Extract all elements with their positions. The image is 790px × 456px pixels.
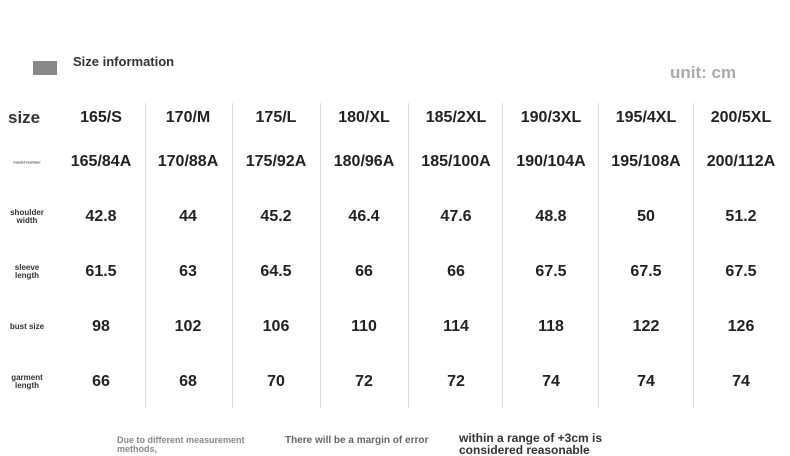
column-divider [408, 103, 409, 408]
row-label: sleeve length [14, 263, 40, 280]
table-cell: 170/M [165, 109, 211, 126]
table-cell: 106 [262, 318, 290, 335]
table-cell: 110 [351, 318, 377, 335]
table-cell: 47.6 [440, 208, 472, 225]
row-label: model number [13, 159, 41, 165]
table-cell: 122 [632, 318, 660, 335]
table-cell: 74 [732, 373, 750, 390]
column-divider [232, 103, 233, 408]
table-cell: 114 [443, 318, 469, 335]
table-cell: 175/L [255, 109, 297, 126]
footer-note: within a range of +3cm is considered rea… [459, 431, 603, 456]
table-cell: 72 [447, 373, 465, 390]
unit: unit: cm [670, 63, 737, 82]
table-cell: 67.5 [535, 263, 567, 280]
table-cell: 63 [179, 263, 197, 280]
title-marker [33, 61, 57, 75]
table-cell: 190/3XL [520, 109, 582, 126]
table-cell: 67.5 [630, 263, 662, 280]
column-divider [502, 103, 503, 408]
table-cell: 200/112A [706, 153, 776, 170]
table-cell: 51.2 [725, 208, 757, 225]
table-cell: 200/5XL [710, 109, 772, 126]
table-cell: 195/108A [611, 153, 681, 170]
table-cell: 66 [447, 263, 465, 280]
table-cell: 102 [174, 318, 202, 335]
table-cell: 61.5 [85, 263, 117, 280]
table-cell: 67.5 [725, 263, 757, 280]
table-cell: 165/S [80, 109, 122, 126]
table-cell: 180/XL [338, 109, 390, 126]
table-cell: 118 [538, 318, 564, 335]
table-cell: 64.5 [260, 263, 292, 280]
column-divider [598, 103, 599, 408]
table-cell: 195/4XL [615, 109, 677, 126]
row-label: garment length [11, 373, 43, 390]
table-cell: 185/2XL [425, 109, 487, 126]
table-cell: 50 [637, 208, 655, 225]
table-cell: 48.8 [535, 208, 567, 225]
table-cell: 180/96A [333, 153, 395, 170]
table-cell: 74 [542, 373, 560, 390]
table-cell: 46.4 [348, 208, 380, 225]
footer-note: Due to different measurement methods, [117, 435, 245, 454]
row-label: shoulder width [10, 208, 44, 225]
column-divider [693, 103, 694, 408]
table-cell: 170/88A [157, 153, 219, 170]
footer-note: There will be a margin of error [285, 435, 429, 446]
table-cell: 72 [355, 373, 373, 390]
table-cell: 42.8 [85, 208, 117, 225]
table-cell: 126 [727, 318, 755, 335]
table-cell: 74 [637, 373, 655, 390]
table-cell: 70 [267, 373, 285, 390]
table-cell: 185/100A [421, 153, 491, 170]
table-cell: 45.2 [260, 208, 292, 225]
table-cell: 44 [179, 208, 197, 225]
table-cell: 66 [355, 263, 373, 280]
table-cell: 98 [92, 318, 110, 335]
table-cell: 66 [92, 373, 110, 390]
table-cell: 175/92A [245, 153, 307, 170]
table-cell: 68 [179, 373, 197, 390]
title: Size information [73, 54, 175, 69]
row-label: bust size [9, 322, 45, 331]
row-label: size [8, 108, 41, 127]
column-divider [320, 103, 321, 408]
column-divider [145, 103, 146, 408]
table-cell: 190/104A [516, 153, 586, 170]
table-cell: 165/84A [70, 153, 132, 170]
